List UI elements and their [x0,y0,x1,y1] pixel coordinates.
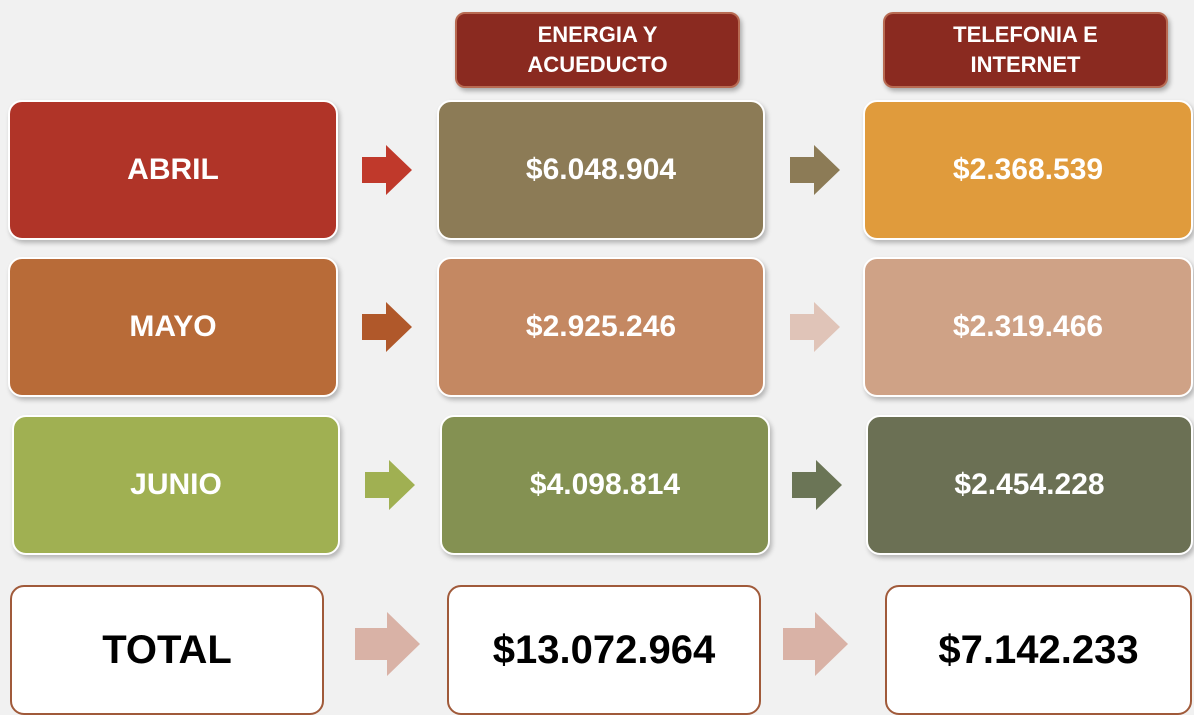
total-box: $7.142.233 [885,585,1192,715]
value-box: $4.098.814 [440,415,770,555]
month-box: ABRIL [8,100,338,240]
value-box: $2.925.246 [437,257,765,397]
arrow [790,302,840,352]
value-box: $2.319.466 [863,257,1193,397]
arrow [355,612,420,676]
header: TELEFONIA E INTERNET [883,12,1168,88]
header: ENERGIA Y ACUEDUCTO [455,12,740,88]
header-line: INTERNET [970,52,1081,77]
value-box: $2.454.228 [866,415,1193,555]
arrow [362,145,412,195]
header-line: ACUEDUCTO [527,52,668,77]
arrow [790,145,840,195]
month-box: JUNIO [12,415,340,555]
total-box: TOTAL [10,585,324,715]
total-box: $13.072.964 [447,585,761,715]
arrow [365,460,415,510]
month-box: MAYO [8,257,338,397]
arrow [783,612,848,676]
arrow [362,302,412,352]
arrow [792,460,842,510]
header-line: ENERGIA Y [537,22,658,47]
value-box: $6.048.904 [437,100,765,240]
header-line: TELEFONIA E [953,22,1098,47]
value-box: $2.368.539 [863,100,1193,240]
